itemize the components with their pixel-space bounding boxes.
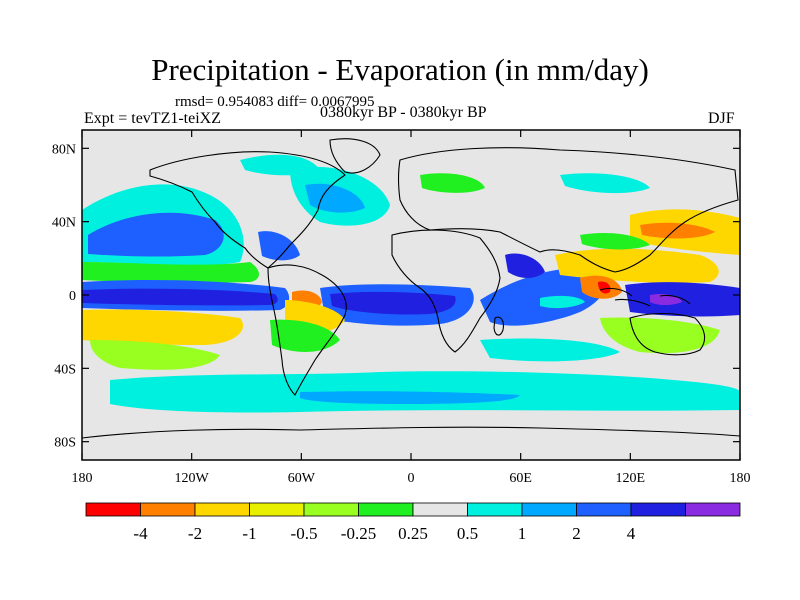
colorbar-label: -0.25	[341, 524, 376, 543]
field-arctic-cyan	[240, 154, 320, 176]
lon-tick-label: 120E	[616, 471, 646, 486]
colorbar-box	[521, 502, 577, 517]
colorbar-box	[358, 502, 414, 517]
colorbar-label: -4	[133, 524, 148, 543]
colorbar-label: 1	[518, 524, 527, 543]
coast-greenland	[329, 138, 381, 174]
colorbar-box	[685, 502, 741, 517]
colorbar-box	[412, 502, 468, 517]
field-warm-pool-red	[598, 281, 611, 294]
lon-tick-label: 180	[730, 471, 751, 486]
colorbar-label: -0.5	[291, 524, 318, 543]
coastlines	[82, 138, 740, 439]
field-nw-pacific-green	[580, 233, 650, 250]
field-north-atlantic-blue	[305, 183, 365, 213]
colorbar-label: -2	[188, 524, 202, 543]
colorbar-box	[194, 502, 250, 517]
colorbar-box	[85, 502, 141, 517]
coast-eurasia	[397, 147, 739, 273]
colorbar-box	[467, 502, 523, 517]
lat-tick-label: 40S	[54, 362, 76, 377]
colorbar-box	[576, 502, 632, 517]
colorbar-label: -1	[242, 524, 256, 543]
coast-indonesia	[599, 287, 691, 307]
colorbar-box	[249, 502, 305, 517]
chart-title: Precipitation - Evaporation (in mm/day)	[151, 52, 649, 87]
coast-south-america	[267, 264, 347, 396]
field-south-indian-cyan	[480, 338, 620, 362]
coast-antarctica	[82, 426, 740, 439]
coast-africa	[391, 229, 501, 353]
coast-north-america	[149, 151, 346, 269]
lon-tick-label: 60E	[509, 471, 532, 486]
coast-australia	[629, 313, 706, 356]
colorbar-label: 2	[572, 524, 581, 543]
field-australia-green	[600, 317, 720, 354]
lat-tick-label: 80N	[52, 142, 76, 157]
experiment-label: Expt = tevTZ1-teiXZ	[84, 110, 221, 127]
colorbar-box	[630, 502, 686, 517]
lat-tick-label: 80S	[54, 436, 76, 451]
field-south-pacific-yellow	[82, 309, 244, 345]
coast-madagascar	[493, 316, 504, 336]
colorbar-label: 0.5	[457, 524, 478, 543]
lon-tick-label: 180	[72, 471, 93, 486]
field-southern-ocean-blue	[300, 391, 520, 404]
field-north-asia-cyan	[560, 173, 650, 194]
colorbar: -4 -2 -1 -0.5 -0.25 0.25 0.5 1 2 4	[85, 502, 741, 543]
stats-text: rmsd= 0.954083 diff= 0.0067995	[175, 94, 375, 110]
field-africa-east-blue	[505, 253, 545, 278]
colorbar-label: 4	[627, 524, 636, 543]
period-label: 0380kyr BP - 0380kyr BP	[320, 104, 487, 121]
field-warm-pool-yellow	[555, 248, 719, 283]
axis-ticks: 80N 40N 0 40S 80S 180 120W 60W 0 60E 120E 180	[52, 130, 751, 486]
field-north-pacific-green	[82, 262, 259, 283]
lat-tick-label: 0	[69, 289, 76, 304]
colorbar-box	[303, 502, 359, 517]
field-eq-atlantic-dark	[330, 291, 456, 315]
field-eq-pacific-dark	[82, 288, 278, 306]
map-field	[82, 130, 740, 460]
colorbar-box	[140, 502, 196, 517]
colorbar-label: 0.25	[398, 524, 428, 543]
field-south-pacific-green	[90, 340, 220, 370]
field-south-america-green	[270, 319, 340, 352]
field-indian-ocean-cyan	[540, 295, 585, 309]
lon-tick-label: 0	[408, 471, 415, 486]
lat-tick-label: 40N	[52, 216, 76, 231]
field-nw-pacific-orange	[640, 222, 715, 239]
field-north-pacific-blue	[88, 212, 224, 257]
season-label: DJF	[708, 110, 735, 127]
lon-tick-label: 60W	[288, 471, 316, 486]
field-central-america-blue	[258, 231, 300, 261]
field-indian-ocean-blue	[480, 267, 608, 326]
lon-tick-label: 120W	[175, 471, 210, 486]
field-north-europe-green	[420, 173, 485, 193]
